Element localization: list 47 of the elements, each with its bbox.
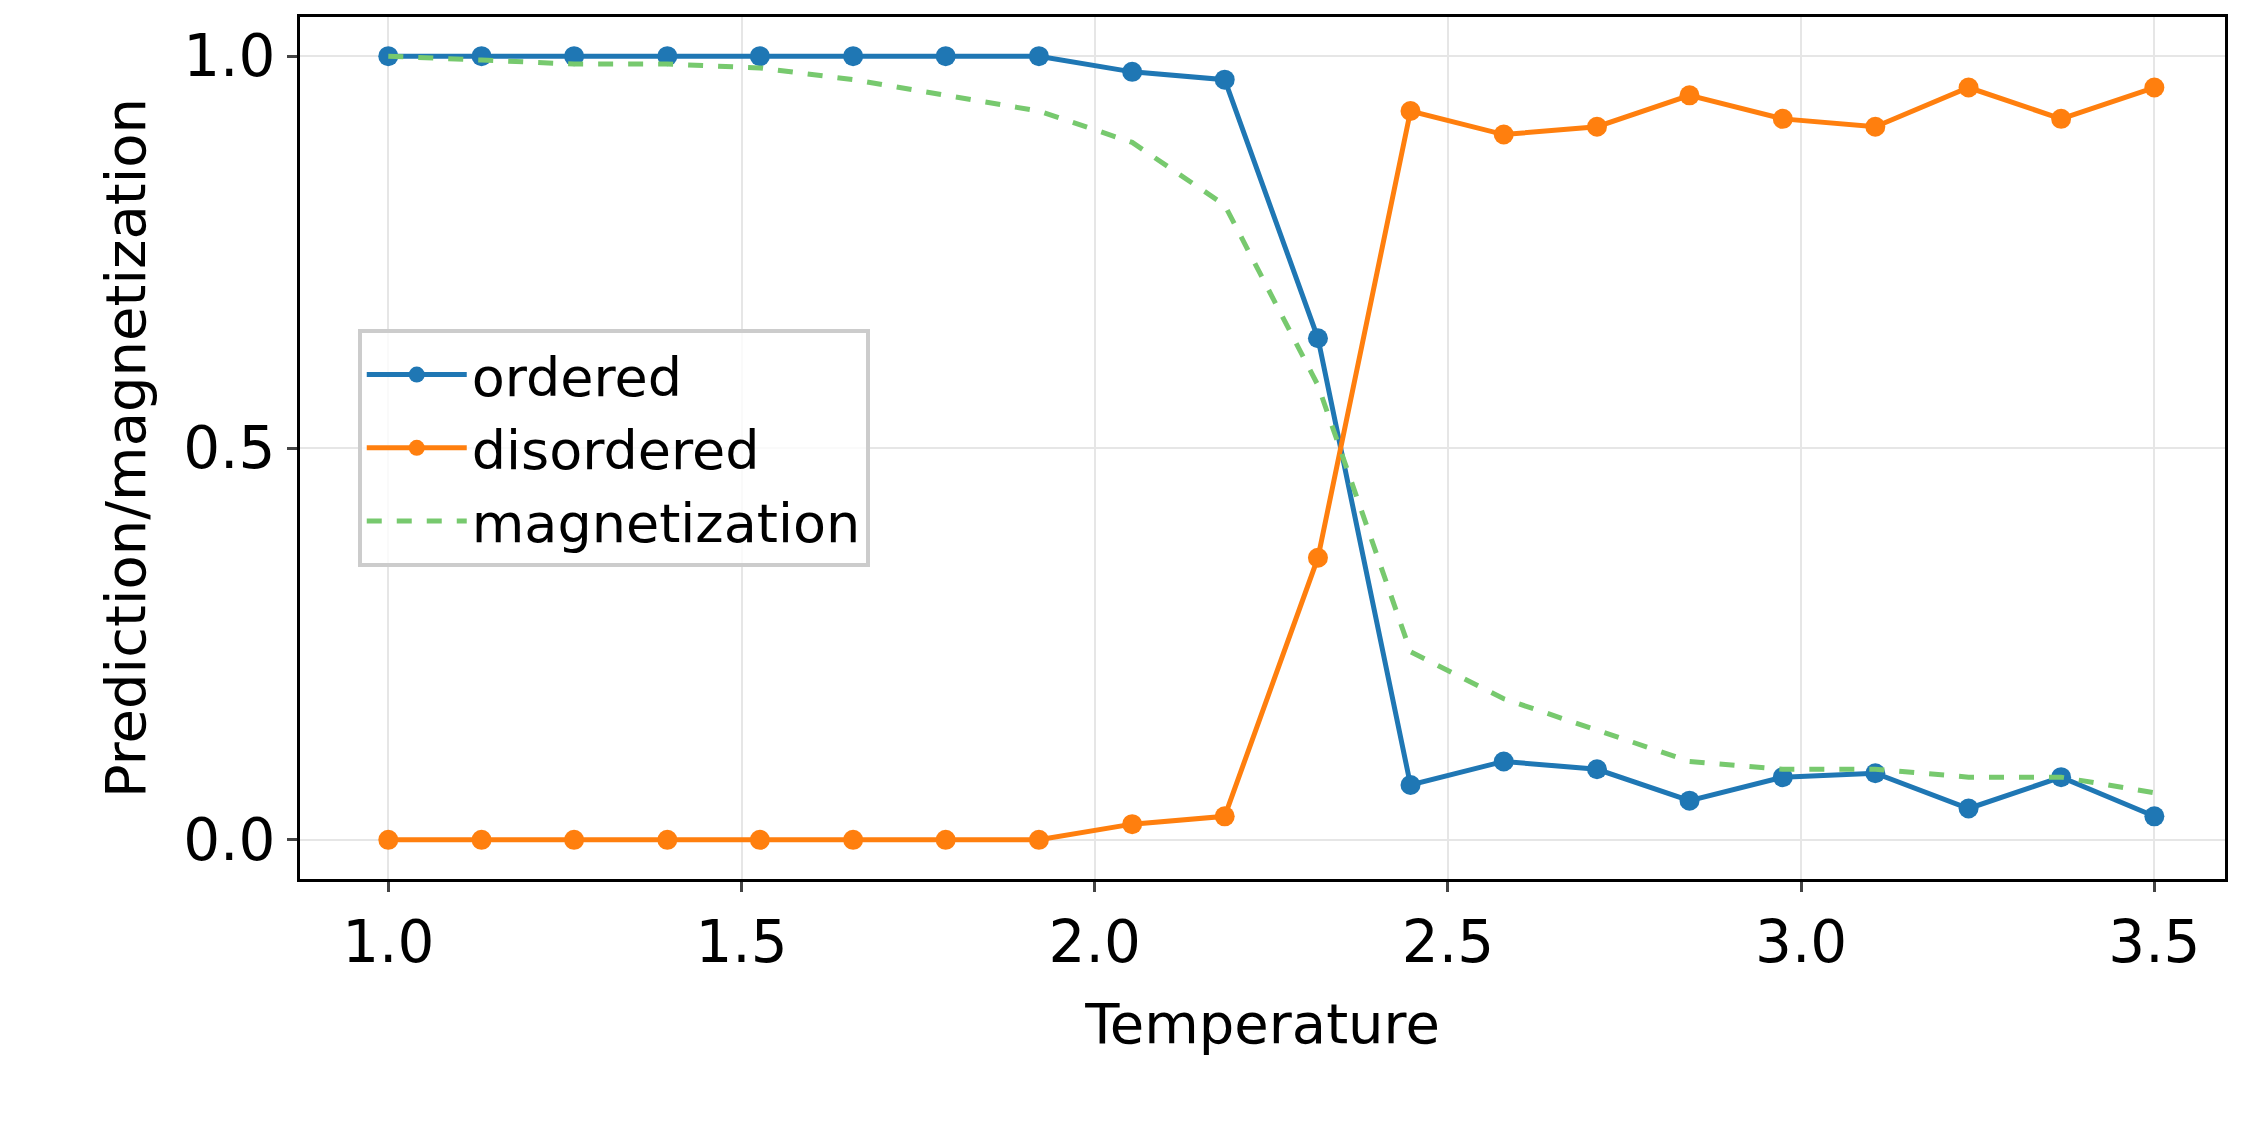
x-tick-label: 1.5 xyxy=(695,907,788,976)
x-axis-title: Temperature xyxy=(1084,991,1440,1057)
point xyxy=(2144,77,2165,98)
point xyxy=(843,46,864,67)
y-tick-label: 0.0 xyxy=(183,806,276,875)
point xyxy=(1772,108,1793,129)
point xyxy=(1493,124,1514,145)
y-axis-title: Prediction/magnetization xyxy=(93,98,159,798)
x-tick-label: 2.0 xyxy=(1048,907,1141,976)
point xyxy=(1679,85,1700,106)
point xyxy=(1587,759,1607,780)
point xyxy=(1307,328,1328,349)
point xyxy=(1028,829,1049,850)
y-tick-label: 0.5 xyxy=(183,414,276,483)
legend-label: ordered xyxy=(471,345,683,409)
point xyxy=(1679,790,1700,811)
point xyxy=(1214,69,1235,90)
point xyxy=(1958,77,1979,98)
point xyxy=(2144,806,2165,827)
x-tick-label: 3.0 xyxy=(1755,907,1848,976)
point xyxy=(1307,547,1328,568)
y-tick-label: 1.0 xyxy=(183,22,276,91)
point xyxy=(2051,108,2072,129)
point xyxy=(657,829,678,850)
point xyxy=(564,829,585,850)
point xyxy=(1122,61,1143,82)
x-tick-label: 1.0 xyxy=(342,907,435,976)
point xyxy=(1400,774,1421,795)
point xyxy=(935,829,956,850)
point xyxy=(1958,798,1979,819)
x-tick-label: 3.5 xyxy=(2108,907,2201,976)
point xyxy=(1400,101,1421,122)
legend-label: magnetization xyxy=(471,492,861,556)
point xyxy=(1493,751,1514,772)
point xyxy=(1587,116,1607,137)
x-tick-label: 2.5 xyxy=(1401,907,1495,976)
point xyxy=(843,829,864,850)
point xyxy=(1122,814,1143,835)
point xyxy=(471,829,492,850)
point xyxy=(935,46,956,67)
point xyxy=(749,46,770,67)
point xyxy=(1028,46,1049,67)
legend-label: disordered xyxy=(471,418,760,482)
point xyxy=(1865,116,1886,137)
point xyxy=(1214,806,1235,827)
point xyxy=(378,829,399,850)
point xyxy=(749,829,770,850)
